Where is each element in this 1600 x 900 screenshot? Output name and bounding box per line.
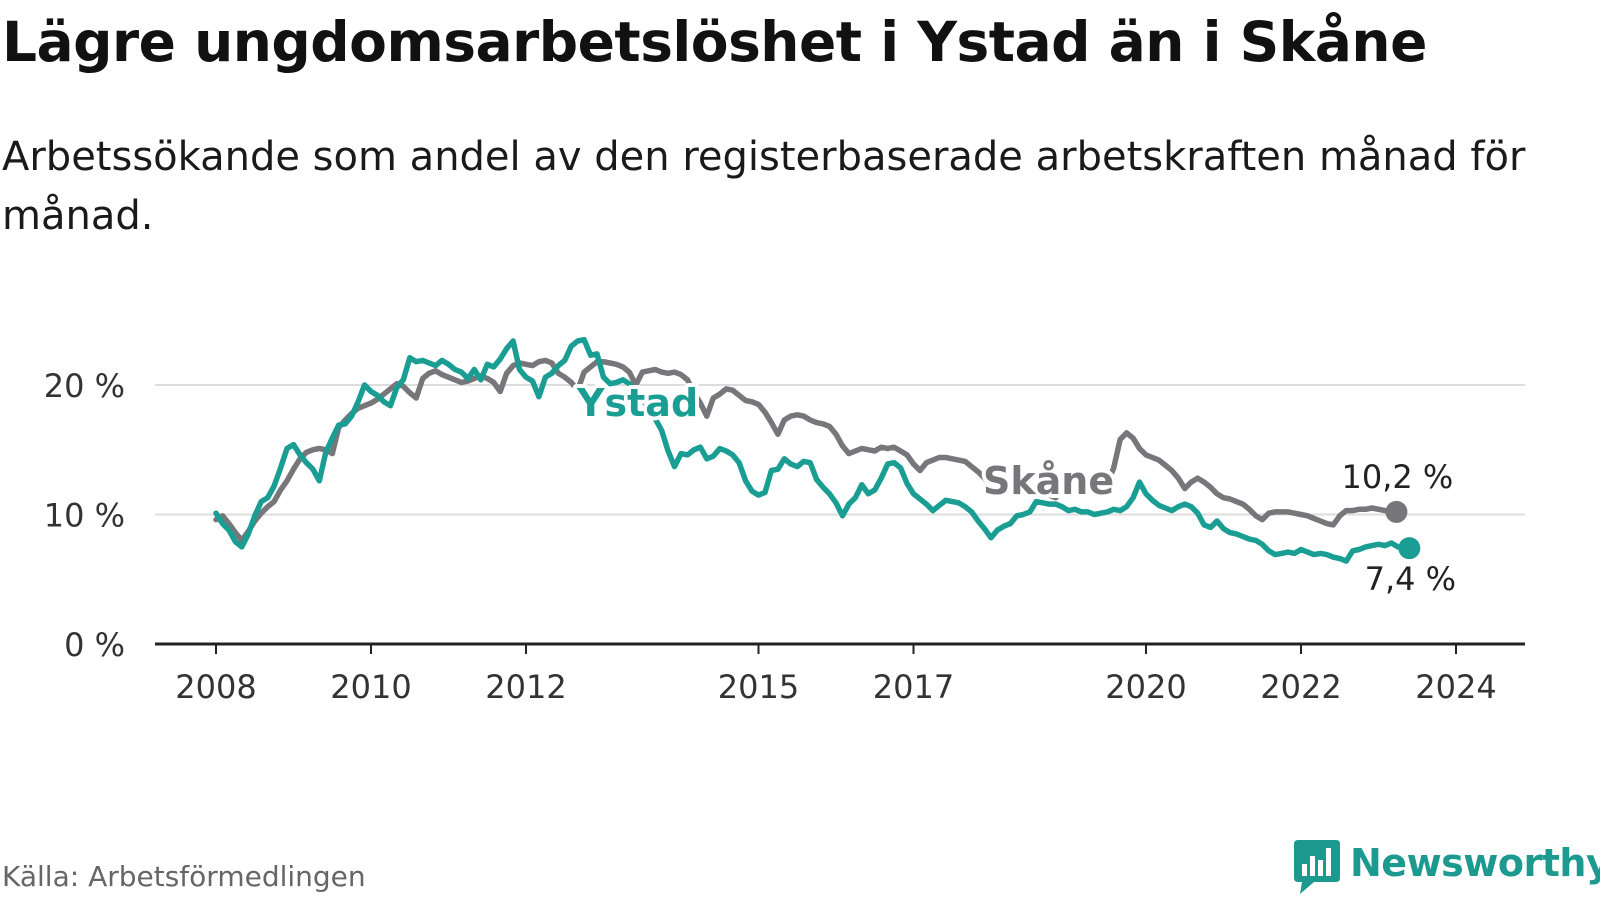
brand-logo: Newsworthy bbox=[1292, 840, 1600, 900]
line-chart: 0 % 10 % 20 % 2008 2010 2012 2015 2017 2020 2022… bbox=[44, 336, 1525, 706]
x-axis bbox=[155, 642, 1525, 654]
endpoint-dot-skane bbox=[1385, 500, 1408, 523]
endpoint-dot-ystad bbox=[1398, 537, 1421, 560]
series-label-skane-halo: Skåne bbox=[983, 459, 1114, 503]
end-label-skane-text: 10,2 % bbox=[1342, 458, 1454, 496]
series-lines bbox=[213, 336, 1421, 564]
x-tick-label: 2020 bbox=[1105, 668, 1186, 706]
brand-name: Newsworthy bbox=[1350, 841, 1600, 885]
series-line-skane bbox=[213, 357, 1395, 544]
x-tick-label: 2024 bbox=[1415, 668, 1496, 706]
y-axis-tick-labels: 0 % 10 % 20 % bbox=[44, 367, 125, 664]
chart-title: Lägre ungdomsarbetslöshet i Ystad än i S… bbox=[2, 10, 1427, 74]
end-label-ystad-halo: 7,4 % bbox=[1365, 560, 1456, 598]
source-note: Källa: Arbetsförmedlingen bbox=[2, 860, 366, 893]
series-line-ystad bbox=[213, 336, 1408, 564]
x-tick-label: 2015 bbox=[718, 668, 799, 706]
x-tick-label: 2012 bbox=[485, 668, 566, 706]
end-label-ystad-text: 7,4 % bbox=[1365, 560, 1456, 598]
end-label-skane-halo: 10,2 % bbox=[1342, 458, 1454, 496]
x-tick-label: 2017 bbox=[873, 668, 954, 706]
chart-subtitle: Arbetssökande som andel av den registerb… bbox=[2, 134, 1526, 239]
series-label-skane-text: Skåne bbox=[983, 459, 1114, 503]
x-tick-label: 2010 bbox=[330, 668, 411, 706]
series-label-ystad-text: Ystad bbox=[576, 381, 698, 425]
x-tick-label: 2022 bbox=[1260, 668, 1341, 706]
y-tick-label: 20 % bbox=[44, 367, 125, 405]
end-label-ystad: 7,4 %7,4 % bbox=[1361, 556, 1460, 602]
y-tick-label: 10 % bbox=[44, 497, 125, 535]
x-tick-label: 2008 bbox=[175, 668, 256, 706]
y-tick-label: 0 % bbox=[64, 626, 125, 664]
newsworthy-logo-icon bbox=[1294, 840, 1340, 894]
x-axis-tick-labels: 2008 2010 2012 2015 2017 2020 2022 2024 bbox=[175, 668, 1496, 706]
end-label-skane: 10,2 %10,2 % bbox=[1338, 454, 1458, 500]
series-label-ystad-halo: Ystad bbox=[576, 381, 698, 425]
